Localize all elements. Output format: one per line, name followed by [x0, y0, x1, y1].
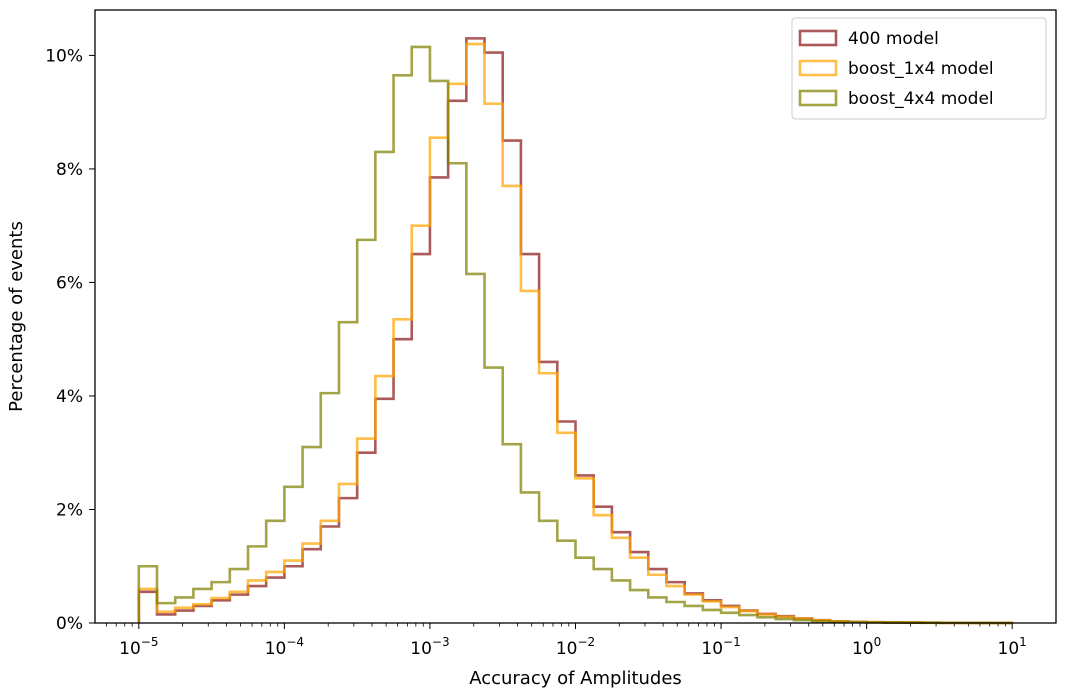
x-axis-label: Accuracy of Amplitudes: [469, 668, 682, 689]
legend-box: [791, 17, 1047, 120]
legend-swatch: [798, 59, 838, 77]
series-layer: [137, 37, 1014, 625]
histogram-series-boost-4x4-model: [137, 45, 1013, 625]
legend-label: boost_4x4 model: [848, 89, 994, 109]
legend-swatch: [798, 89, 838, 107]
y-axis-label: Percentage of events: [6, 221, 27, 412]
axes-frame: [94, 9, 1057, 624]
y-tick-label: 8%: [56, 160, 83, 180]
legend-label: 400 model: [848, 29, 939, 49]
histogram-series-boost-1x4-model: [137, 42, 1014, 625]
legend-swatch: [798, 29, 838, 47]
y-tick-label: 0%: [56, 614, 83, 634]
legend: 400 model boost_1x4 model boost_4x4 model: [791, 17, 1047, 120]
x-tick-label: 10−3: [410, 635, 449, 659]
y-tick-label: 4%: [56, 387, 83, 407]
x-tick-label: 10−1: [701, 635, 740, 659]
y-tick-label: 2%: [56, 500, 83, 520]
x-tick-label: 100: [852, 635, 881, 659]
histogram-series-400-model: [137, 37, 1014, 625]
ticks-layer: 10−5 10−4 10−3 10−2 10−1 100 101 0% 2% 4% 6% 8% 10%: [45, 46, 1027, 659]
y-tick-label: 6%: [56, 273, 83, 293]
legend-label: boost_1x4 model: [848, 59, 994, 79]
x-tick-label: 10−4: [265, 635, 304, 659]
x-tick-label: 10−5: [119, 635, 158, 659]
x-tick-label: 101: [998, 635, 1027, 659]
y-tick-label: 10%: [45, 46, 83, 66]
x-tick-label: 10−2: [556, 635, 595, 659]
